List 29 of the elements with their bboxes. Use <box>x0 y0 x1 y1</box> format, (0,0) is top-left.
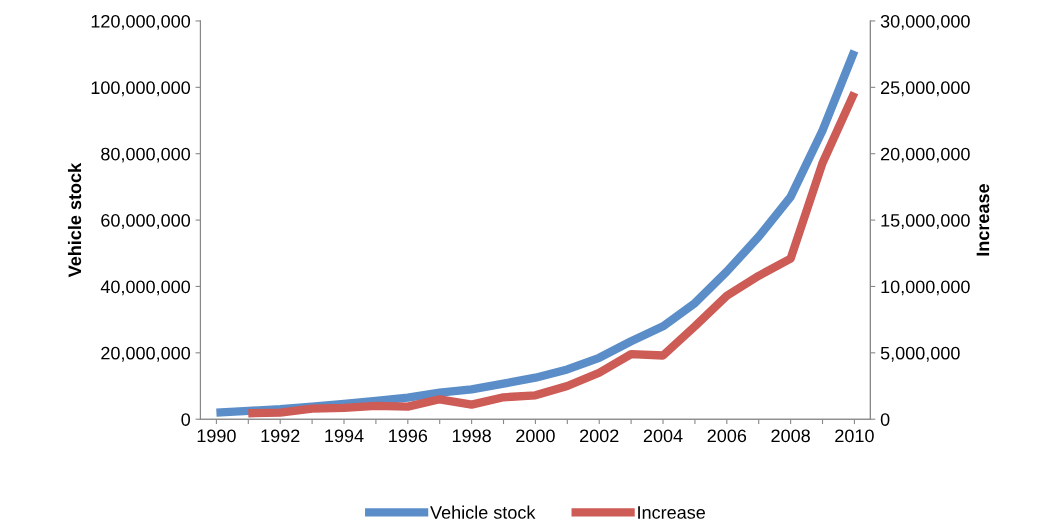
y-tick-label: 120,000,000 <box>91 14 191 30</box>
y-tick-label: 40,000,000 <box>100 280 191 296</box>
x-tick-label: 2000 <box>516 429 555 443</box>
y-tick-label: 80,000,000 <box>101 147 191 163</box>
legend-label: Vehicle stock <box>430 505 536 519</box>
y2-tick-label: 20,000,000 <box>881 147 970 163</box>
x-tick-label: 2010 <box>835 429 874 443</box>
legend-label: Increase <box>638 506 705 519</box>
y2-axis-title: Increase <box>976 184 990 256</box>
y2-tick-label: 0 <box>880 413 890 426</box>
y-tick-label: 60,000,000 <box>101 214 191 229</box>
x-tick-label: 1994 <box>325 429 364 443</box>
y2-tick-label: 30,000,000 <box>880 14 970 30</box>
y2-tick-label: 15,000,000 <box>881 214 970 229</box>
y-tick-label: 0 <box>181 413 191 426</box>
x-tick-label: 1990 <box>197 429 236 443</box>
y2-tick-label: 10,000,000 <box>881 280 970 296</box>
y2-tick-label: 5,000,000 <box>880 346 960 362</box>
x-tick-label: 2004 <box>643 429 683 443</box>
x-tick-label: 1992 <box>261 429 300 443</box>
y-axis-title: Vehicle stock <box>67 162 82 278</box>
x-tick-label: 1996 <box>389 429 428 443</box>
x-tick-label: 1998 <box>452 429 491 443</box>
y-tick-label: 20,000,000 <box>101 346 191 362</box>
y2-tick-label: 25,000,000 <box>881 81 970 97</box>
x-tick-label: 2002 <box>580 429 619 443</box>
y-tick-label: 100,000,000 <box>91 81 191 97</box>
x-tick-label: 2006 <box>707 429 747 443</box>
x-tick-label: 2008 <box>771 429 810 443</box>
